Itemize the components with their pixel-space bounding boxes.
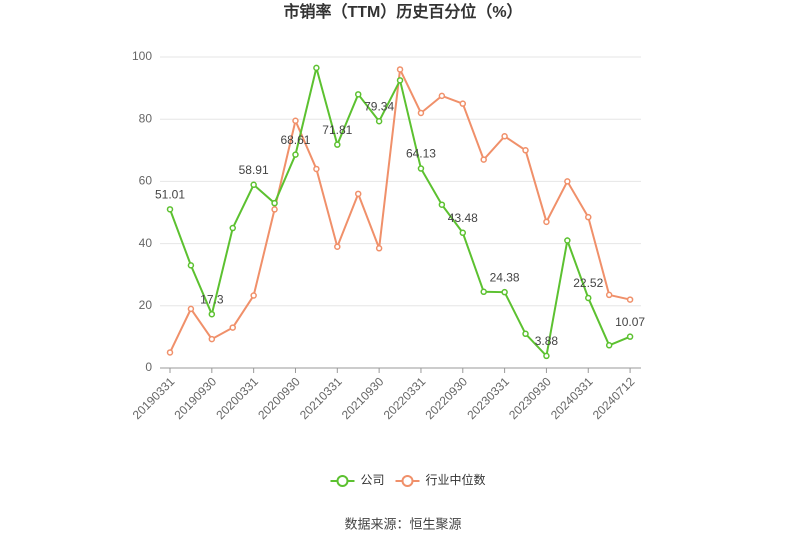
point — [208, 310, 216, 318]
point — [626, 296, 634, 303]
point — [564, 237, 571, 244]
point — [166, 206, 174, 213]
point — [543, 218, 550, 226]
y-tick-label: 80 — [139, 111, 153, 125]
point — [459, 229, 467, 237]
point — [292, 151, 299, 158]
point — [375, 118, 383, 125]
point — [480, 288, 487, 296]
point — [522, 147, 529, 154]
legend-marker — [336, 475, 349, 487]
data-label: 68.61 — [280, 133, 310, 147]
data-label: 17.3 — [200, 292, 224, 306]
chart-title: 市销率（TTM）历史百分位（%） — [283, 2, 522, 21]
data-label: 64.13 — [406, 147, 436, 161]
point — [313, 165, 320, 173]
x-tick-label: 20200930 — [255, 374, 303, 422]
point — [480, 156, 487, 163]
x-tick-label: 20220331 — [381, 374, 429, 422]
point — [417, 165, 425, 172]
point — [313, 64, 320, 72]
source-note: 数据来源：恒生聚源 — [344, 516, 461, 531]
point — [292, 117, 299, 125]
point — [334, 243, 341, 250]
point — [250, 292, 257, 299]
data-label: 58.91 — [239, 163, 269, 177]
data-label: 71.81 — [322, 123, 352, 137]
point — [250, 181, 257, 189]
data-label: 22.52 — [573, 276, 603, 290]
x-tick-label: 20220930 — [422, 374, 470, 422]
y-tick-label: 60 — [139, 174, 153, 188]
data-label: 79.34 — [364, 99, 394, 113]
point — [501, 288, 508, 296]
y-tick-label: 40 — [139, 236, 153, 250]
x-tick-label: 20210930 — [339, 374, 387, 422]
point — [396, 66, 404, 73]
data-label: 51.01 — [155, 188, 185, 202]
point — [543, 352, 550, 360]
x-tick-label: 20190930 — [172, 374, 220, 422]
point — [229, 224, 236, 232]
point — [501, 133, 508, 140]
point — [271, 206, 278, 213]
x-tick-label: 20210331 — [297, 374, 345, 422]
point — [334, 141, 341, 148]
point — [375, 245, 383, 252]
series-line — [169, 65, 631, 353]
point — [605, 342, 613, 349]
point — [271, 199, 278, 207]
x-tick-label: 20230331 — [464, 374, 512, 422]
point — [438, 92, 446, 100]
y-tick-label: 100 — [132, 49, 152, 63]
point — [354, 91, 362, 98]
x-tick-label: 20190331 — [130, 374, 178, 422]
legend-marker — [401, 475, 414, 487]
y-tick-label: 20 — [139, 298, 153, 312]
point — [585, 213, 592, 221]
point — [459, 100, 467, 107]
point — [564, 178, 571, 185]
point — [187, 262, 195, 269]
point — [229, 324, 236, 331]
legend-label: 公司 — [361, 473, 385, 487]
point — [417, 109, 425, 117]
point — [208, 335, 216, 343]
x-tick-label: 20200331 — [213, 374, 261, 422]
point — [166, 349, 174, 356]
x-tick-label: 20240331 — [548, 374, 596, 422]
x-tick-label: 20240712 — [590, 374, 638, 422]
point — [605, 291, 613, 299]
point — [438, 201, 446, 208]
data-label: 24.38 — [490, 270, 520, 284]
series-line — [169, 67, 631, 359]
point — [522, 330, 529, 338]
x-tick-label: 20230930 — [506, 374, 554, 422]
point — [626, 333, 634, 340]
point — [187, 305, 195, 313]
point — [585, 294, 592, 302]
data-label: 3.88 — [535, 334, 559, 348]
point — [396, 77, 404, 84]
data-label: 43.48 — [448, 211, 478, 225]
data-label: 10.07 — [615, 315, 645, 329]
point — [354, 190, 362, 198]
y-tick-label: 0 — [145, 360, 152, 374]
legend-label: 行业中位数 — [426, 472, 486, 487]
